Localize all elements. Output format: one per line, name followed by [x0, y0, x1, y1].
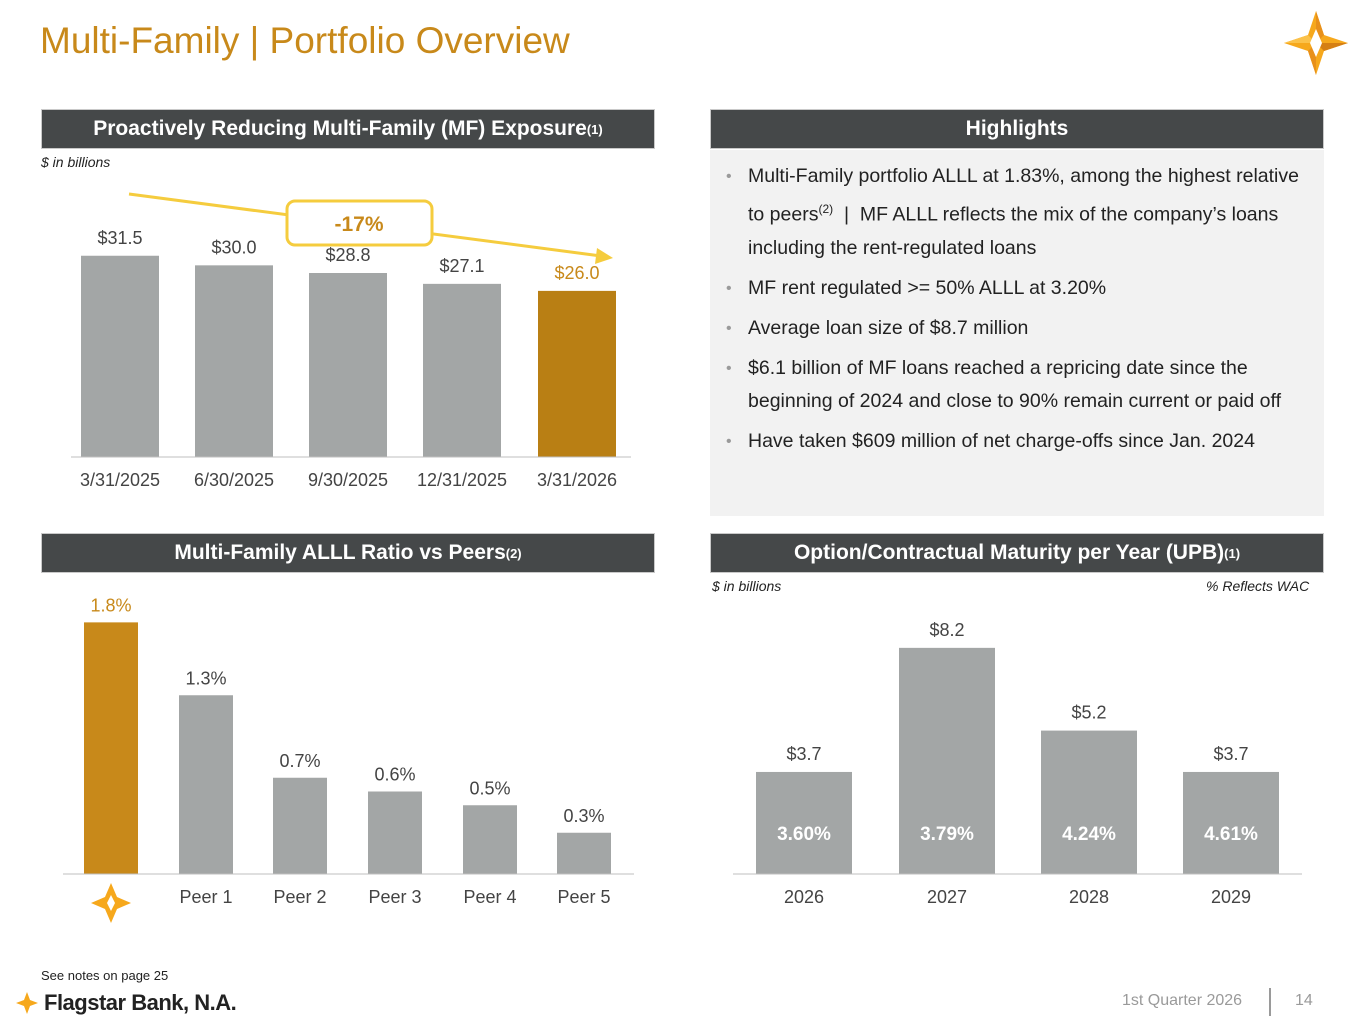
highlights-box: Multi-Family portfolio ALLL at 1.83%, am… — [710, 150, 1324, 516]
bar-value-label: 1.8% — [90, 595, 131, 615]
bar-value-label: $28.8 — [325, 245, 370, 265]
maturity-wac-note: % Reflects WAC — [1206, 578, 1310, 594]
flagstar-star-icon — [91, 883, 131, 923]
highlight-item: Average loan size of $8.7 million — [726, 312, 1308, 345]
allll-panel-header: Multi-Family ALLL Ratio vs Peers (2) — [41, 533, 655, 573]
brand-name: Flagstar Bank, N.A. — [44, 990, 237, 1015]
bar-value-label: 0.6% — [374, 765, 415, 785]
bar-value-label: $30.0 — [211, 237, 256, 257]
bar — [463, 805, 517, 874]
bar-value-label: 0.3% — [563, 806, 604, 826]
x-tick-label: 12/31/2025 — [417, 470, 507, 490]
bar — [1183, 771, 1279, 874]
maturity-panel-footnote-ref: (1) — [1224, 545, 1241, 561]
bar — [899, 647, 995, 874]
x-tick-label: Peer 5 — [557, 887, 610, 907]
bar-value-label: $3.7 — [786, 744, 821, 764]
change-badge — [285, 199, 434, 247]
highlights-panel-title: Highlights — [965, 117, 1069, 140]
exposure-units-label: $ in billions — [41, 154, 111, 170]
flagstar-star-logo-icon — [1284, 11, 1348, 75]
x-tick-label: 2028 — [1069, 887, 1109, 907]
maturity-panel-title: Option/Contractual Maturity per Year (UP… — [793, 541, 1225, 564]
x-tick-label: Peer 1 — [179, 887, 232, 907]
highlight-item: MF rent regulated >= 50% ALLL at 3.20% — [726, 272, 1308, 305]
x-tick-label: Peer 4 — [463, 887, 516, 907]
bar — [273, 777, 327, 874]
x-tick-label: 6/30/2025 — [194, 470, 274, 490]
x-tick-label: 3/31/2026 — [537, 470, 617, 490]
highlight-text: Multi-Family portfolio ALLL at 1.83%, am… — [748, 165, 1299, 226]
bar-value-label: $3.7 — [1213, 744, 1248, 764]
highlight-item: $6.1 billion of MF loans reached a repri… — [726, 352, 1308, 418]
highlight-item: Multi-Family portfolio ALLL at 1.83%, am… — [726, 160, 1308, 265]
footnote: See notes on page 25 — [41, 968, 169, 983]
bar — [538, 290, 616, 457]
bar — [756, 771, 852, 874]
x-tick-label: 9/30/2025 — [308, 470, 388, 490]
bar — [81, 255, 159, 457]
maturity-units-label: $ in billions — [712, 578, 782, 594]
x-tick-label: Peer 3 — [368, 887, 421, 907]
bar — [195, 265, 273, 457]
bar-value-label: 0.7% — [279, 751, 320, 771]
bar — [84, 622, 138, 874]
allll-panel-footnote-ref: (2) — [505, 545, 522, 561]
x-tick-label: 3/31/2025 — [80, 470, 160, 490]
page-number: 14 — [1295, 992, 1313, 1009]
bar-value-label: $8.2 — [929, 620, 964, 640]
maturity-bar-chart: $3.7 3.60% 2026 $8.2 3.79% 2027 $5.2 4.24% 2028 $… — [733, 620, 1302, 907]
bar-value-label: $31.5 — [97, 228, 142, 248]
x-tick-label: 2029 — [1211, 887, 1251, 907]
bar — [309, 273, 387, 457]
flagstar-small-logo-icon — [16, 992, 38, 1014]
exposure-panel-footnote-ref: (1) — [586, 121, 603, 137]
exposure-panel-header: Proactively Reducing Multi-Family (MF) E… — [41, 109, 655, 149]
wac-label: 3.79% — [920, 824, 974, 845]
bar — [423, 283, 501, 457]
x-tick-label: 2026 — [784, 887, 824, 907]
bar — [1041, 730, 1137, 874]
bar-value-label: $26.0 — [554, 263, 599, 283]
footer-divider — [1269, 988, 1271, 1016]
bar — [557, 832, 611, 874]
allll-bar-chart: 1.8% 1.3% Peer 1 0.7% Peer 2 0.6% Peer 3 0.5% Pe… — [63, 595, 634, 923]
x-tick-label: 2027 — [927, 887, 967, 907]
highlights-list: Multi-Family portfolio ALLL at 1.83%, am… — [726, 160, 1308, 465]
exposure-bar-chart: -17% $31.5 3/31/2025 $30.0 6/30/2025 $28.8 9/3… — [71, 192, 631, 490]
wac-label: 4.61% — [1204, 824, 1258, 845]
bar-value-label: 1.3% — [185, 668, 226, 688]
wac-label: 3.60% — [777, 824, 831, 845]
change-label: -17% — [334, 213, 383, 236]
page-title: Multi-Family | Portfolio Overview — [40, 20, 570, 61]
allll-panel-title: Multi-Family ALLL Ratio vs Peers — [174, 541, 506, 564]
trend-arrow-icon — [595, 248, 613, 264]
maturity-panel-header: Option/Contractual Maturity per Year (UP… — [710, 533, 1324, 573]
bar-value-label: $5.2 — [1071, 703, 1106, 723]
highlight-footnote-ref: (2) — [818, 202, 834, 216]
highlights-panel-header: Highlights — [710, 109, 1324, 149]
brand-footer: Flagstar Bank, N.A. — [16, 990, 237, 1016]
wac-label: 4.24% — [1062, 824, 1116, 845]
bar-value-label: $27.1 — [439, 256, 484, 276]
bar — [179, 695, 233, 874]
exposure-panel-title: Proactively Reducing Multi-Family (MF) E… — [93, 117, 587, 140]
bar-value-label: 0.5% — [469, 778, 510, 798]
x-tick-label: Peer 2 — [273, 887, 326, 907]
highlight-text: | MF ALLL reflects the mix of the compan… — [748, 203, 1284, 259]
highlight-item: Have taken $609 million of net charge-of… — [726, 425, 1308, 458]
quarter-label: 1st Quarter 2026 — [1122, 992, 1243, 1009]
bar — [368, 791, 422, 874]
